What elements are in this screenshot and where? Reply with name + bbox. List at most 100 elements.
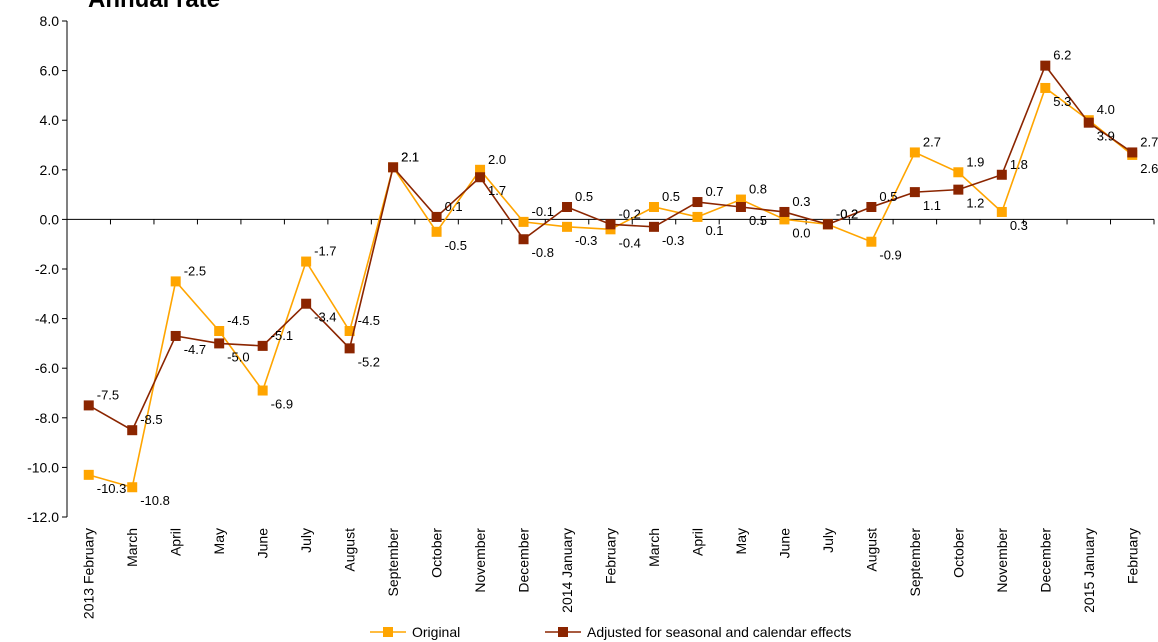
data-point-0 [953, 167, 964, 178]
data-label: 2.6 [1140, 161, 1158, 176]
x-tick-label: February [603, 528, 619, 584]
y-tick-label: -12.0 [27, 509, 59, 525]
data-label: 1.2 [966, 196, 984, 211]
data-label: 2.1 [401, 149, 419, 164]
data-label: 0.3 [792, 194, 810, 209]
x-tick-label: March [124, 528, 140, 567]
series-line-0 [88, 86, 1133, 489]
data-label: -5.0 [227, 349, 249, 364]
data-label: -4.5 [358, 313, 380, 328]
data-point-1 [735, 202, 746, 212]
data-point-0 [779, 214, 790, 225]
data-label: 6.2 [1053, 48, 1071, 63]
data-point-0 [475, 164, 486, 175]
data-point-1 [127, 425, 138, 436]
data-point-0 [692, 211, 703, 222]
data-label: -0.9 [879, 248, 901, 263]
x-tick-label: May [733, 528, 749, 554]
data-label: 0.5 [662, 189, 680, 204]
data-point-1 [866, 202, 877, 212]
data-label: 0.5 [575, 189, 593, 204]
data-point-1 [431, 211, 442, 222]
x-tick-label: October [429, 528, 445, 578]
data-point-1 [301, 298, 312, 309]
data-point-1 [1040, 60, 1051, 71]
data-point-0 [127, 482, 138, 493]
data-label: -5.2 [358, 354, 380, 369]
data-label: -0.2 [619, 206, 641, 221]
y-tick-label: -6.0 [35, 360, 59, 376]
data-point-1 [909, 187, 920, 198]
data-label: -0.3 [662, 233, 684, 248]
y-tick-label: -8.0 [35, 410, 59, 426]
data-label: 1.8 [1010, 157, 1028, 172]
data-point-1 [257, 340, 268, 351]
data-label: 3.9 [1097, 129, 1115, 144]
data-point-1 [953, 184, 964, 195]
data-label: -0.8 [532, 245, 554, 260]
x-tick-label: December [1037, 528, 1053, 593]
data-label: 0.3 [1010, 218, 1028, 233]
data-label: -2.5 [184, 263, 206, 278]
data-point-0 [562, 221, 573, 232]
data-point-0 [518, 216, 529, 227]
data-point-0 [866, 236, 877, 247]
series-line-1 [88, 64, 1133, 432]
data-label: -5.1 [271, 328, 293, 343]
data-label: -4.5 [227, 313, 249, 328]
data-point-1 [214, 338, 225, 349]
legend-label-0: Original [412, 624, 460, 640]
data-point-0 [214, 326, 225, 336]
y-tick-label: 8.0 [40, 13, 60, 29]
x-tick-label: July [820, 528, 836, 553]
y-tick-label: 6.0 [40, 63, 60, 79]
data-label: -8.5 [140, 412, 162, 427]
y-tick-label: 0.0 [40, 211, 60, 227]
data-label: 1.7 [488, 183, 506, 198]
data-point-1 [475, 172, 486, 183]
data-point-1 [822, 219, 833, 230]
chart-title: Annual rate [88, 0, 220, 14]
data-label: 0.0 [792, 225, 810, 240]
x-tick-label: April [689, 528, 705, 556]
data-label: -10.3 [97, 481, 127, 496]
data-point-0 [648, 202, 659, 212]
x-tick-label: November [994, 528, 1010, 593]
data-point-0 [83, 469, 94, 480]
data-label: -0.4 [619, 235, 641, 250]
data-point-1 [779, 206, 790, 217]
x-tick-label: November [472, 528, 488, 593]
data-point-1 [170, 330, 181, 341]
data-label: -4.7 [184, 342, 206, 357]
x-tick-label: August [863, 528, 879, 572]
data-point-1 [996, 169, 1007, 180]
data-point-0 [344, 326, 355, 336]
data-point-0 [431, 226, 442, 237]
data-label: -0.5 [445, 238, 467, 253]
data-label: -6.9 [271, 397, 293, 412]
data-label: -10.8 [140, 493, 170, 508]
y-tick-label: -4.0 [35, 311, 59, 327]
data-label: 5.3 [1053, 94, 1071, 109]
data-point-1 [605, 219, 616, 230]
data-label: 4.0 [1097, 102, 1115, 117]
x-tick-label: September [385, 528, 401, 597]
data-point-0 [996, 206, 1007, 217]
data-point-0 [735, 194, 746, 205]
data-point-1 [692, 197, 703, 208]
legend-marker-1 [558, 627, 568, 637]
x-tick-label: May [211, 528, 227, 554]
data-label: 0.7 [705, 184, 723, 199]
data-label: -1.7 [314, 244, 336, 259]
data-label: -0.2 [836, 206, 858, 221]
x-tick-label: 2015 January [1081, 528, 1097, 613]
y-tick-label: 4.0 [40, 112, 60, 128]
data-label: 0.1 [705, 223, 723, 238]
x-tick-label: August [342, 528, 358, 572]
data-label: 0.8 [749, 182, 767, 197]
data-point-1 [83, 400, 94, 411]
data-label: 0.1 [445, 199, 463, 214]
data-point-1 [1083, 117, 1094, 128]
data-point-1 [388, 162, 399, 173]
